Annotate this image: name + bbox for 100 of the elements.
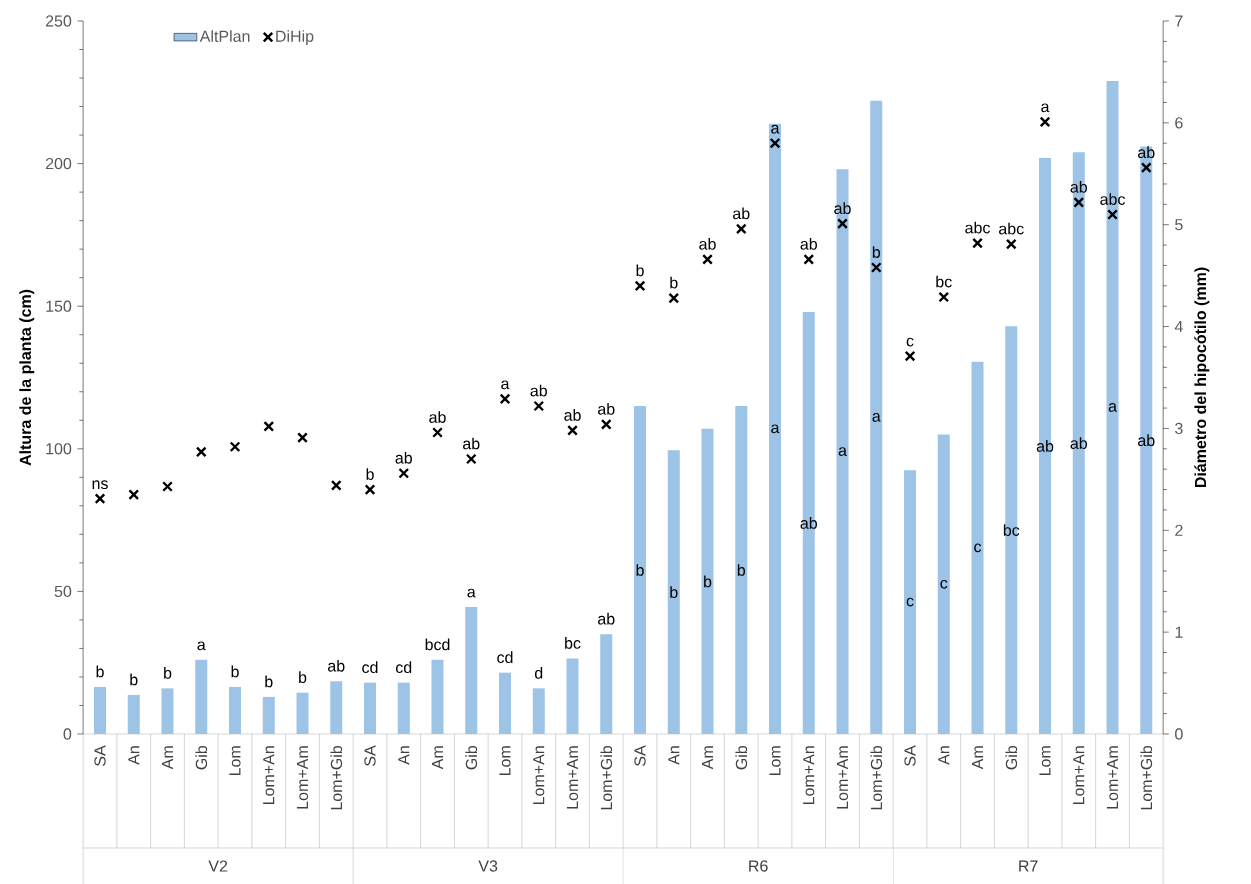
y-tick-label: 100 [46,443,72,455]
y2-tick-label: 6 [1175,117,1183,129]
x-tick-label: Lom+Am [1106,746,1119,809]
data-label: b [299,671,307,683]
point [600,418,612,430]
data-label: a [197,641,206,651]
bar [701,428,714,734]
data-label: abc [999,222,1024,235]
bar [600,634,613,734]
x-tick-label: Lom+Am [566,746,579,809]
data-label: c [974,543,982,553]
data-label: ab [1070,437,1087,449]
bar [971,361,984,734]
data-label: a [1041,103,1050,113]
point [263,420,275,432]
point [1005,238,1017,250]
point [1107,208,1118,220]
point [1140,162,1152,173]
x-tick-label: An [398,746,410,765]
point [904,350,916,362]
bar [1072,152,1085,734]
data-label: b [636,564,644,576]
data-label: ab [1138,146,1155,158]
bar [262,696,275,734]
x-tick-label: SA [364,745,376,766]
data-label: bcd [425,638,450,651]
x-tick-label: Lom+An [1073,746,1085,804]
text: R7 [1019,860,1038,872]
x-tick-label: SA [904,745,916,766]
data-label: b [96,665,104,678]
data-label: ab [598,402,615,415]
data-label: bc [565,636,581,649]
x-tick-label: Am [702,746,714,770]
bar [296,692,309,734]
y-tick-label: 50 [54,585,72,597]
data-label: a [467,588,476,598]
y2-tick-label: 7 [1175,15,1183,27]
x-tick-label: SA [634,745,646,766]
x-tick-label: An [128,746,140,765]
data-label: c [940,579,948,589]
point [94,493,106,505]
bar [532,688,545,734]
point [938,291,950,303]
x-tick-label: Lom [769,746,781,775]
data-label: b [231,665,239,678]
y2-tick-label: 4 [1174,320,1183,332]
point [1073,196,1085,208]
point [634,280,646,292]
point [803,253,815,265]
x-tick-label: Lom+Gib [870,745,883,810]
x-tick-label: Lom [499,746,511,775]
point [499,393,511,405]
point [702,253,713,265]
text: V3 [478,860,498,872]
x-tick-label: Am [432,746,444,770]
data-label: ab [699,237,716,250]
bar [802,311,815,734]
bar [937,434,950,734]
data-label: ab [1138,434,1155,446]
legend-label: AltPlan [199,30,250,42]
data-label: b [737,564,746,576]
data-label: a [771,124,780,134]
point [330,479,342,491]
data-label: ab [800,237,817,250]
point [567,424,578,436]
point [870,261,882,273]
data-label: d [534,666,543,679]
data-label: abc [1100,193,1125,205]
point [128,489,140,500]
x-tick-label: Am [972,746,984,770]
point [837,218,848,230]
y2-tick-label: 2 [1175,524,1183,536]
bar [836,169,849,734]
bar [397,682,410,734]
data-label: c [906,337,914,347]
x-tick-label: An [668,746,680,765]
data-label: b [670,276,678,289]
x-tick-label: An [938,746,950,765]
bar [127,694,140,734]
data-label: b [366,468,374,480]
data-label: b [704,575,712,588]
data-label: ab [564,409,581,421]
bar [161,688,174,734]
bar [904,470,917,734]
bar [330,681,343,734]
data-label: ab [429,411,446,423]
data-label: b [164,666,172,679]
data-label: a [1108,402,1117,412]
bar [431,659,444,734]
bar [465,606,478,734]
data-label: b [872,246,881,258]
data-label: ab [463,437,480,450]
data-label: b [130,673,138,686]
y-axis-title: Altura de la planta (cm) [19,289,35,466]
data-label: bc [1003,524,1020,536]
point [465,453,477,465]
bar [364,682,377,734]
y2-tick-label: 0 [1175,728,1183,740]
point [162,480,173,492]
bar [499,672,512,734]
